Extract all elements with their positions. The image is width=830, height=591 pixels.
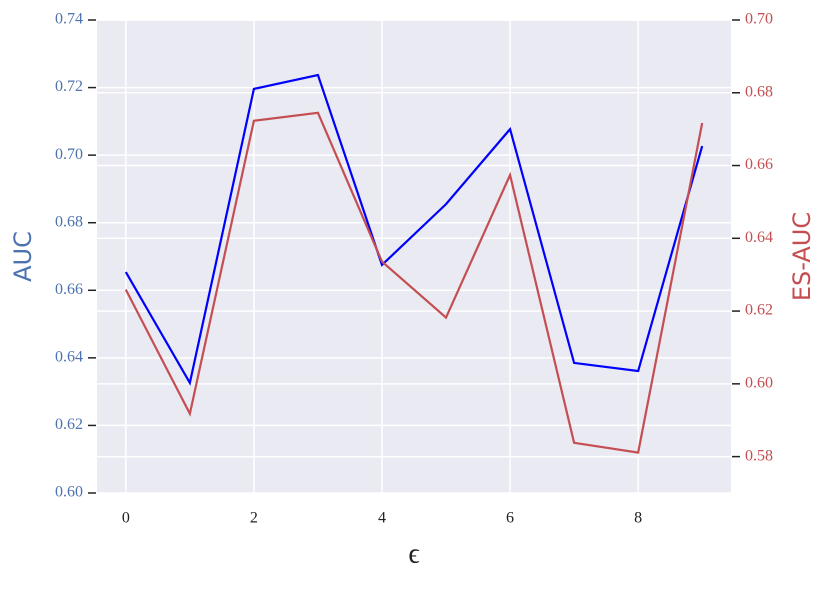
y-tick-label: 0.64 [55,349,83,366]
y2-tick-label: 0.58 [745,447,773,464]
y-tick-label: 0.60 [55,484,83,501]
x-axis-label: ϵ [408,538,419,569]
x-tick-label: 2 [250,510,258,527]
x-tick-label: 6 [506,510,514,527]
x-tick-label: 4 [378,510,386,527]
y2-tick-label: 0.66 [745,156,773,173]
plot-area [97,20,731,493]
y2-tick-label: 0.68 [745,83,773,100]
y2-tick-label: 0.62 [745,302,773,319]
y-tick-label: 0.72 [55,78,83,95]
data-line [124,73,704,386]
y-tick-label: 0.70 [55,146,83,163]
y-tick-label: 0.68 [55,213,83,230]
x-tick-label: 8 [634,510,642,527]
y2-axis-label: ES-AUC [788,212,816,301]
y-axis-label: AUC [9,231,37,282]
y2-tick-label: 0.60 [745,375,773,392]
y-tick-label: 0.62 [55,416,83,433]
x-tick-label: 0 [122,510,130,527]
y-tick-label: 0.74 [55,11,83,28]
y-tick-label: 0.66 [55,281,83,298]
y2-tick-label: 0.64 [745,229,773,246]
data-line [124,111,704,454]
y2-tick-label: 0.70 [745,11,773,28]
